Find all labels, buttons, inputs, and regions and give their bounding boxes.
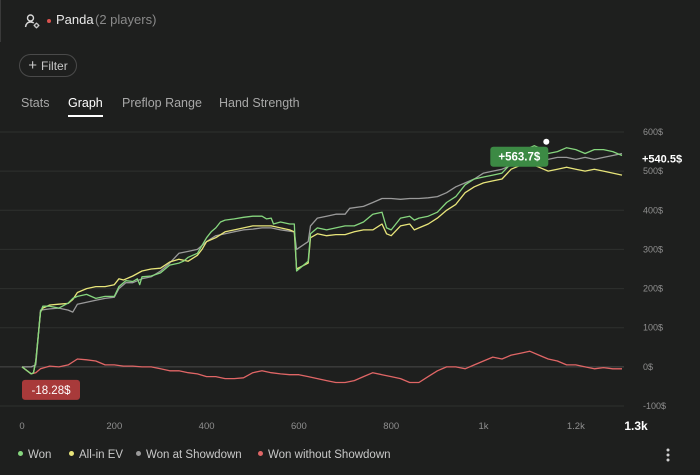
header-bar: Panda (2 players): [0, 0, 700, 44]
plus-icon: +: [28, 56, 38, 74]
badge-background: [490, 146, 549, 167]
legend-dot-won-showdown: [136, 451, 141, 456]
x-tick-label: 0: [19, 421, 24, 432]
status-dot: [47, 19, 51, 23]
x-end-label: 1.3k: [624, 419, 648, 433]
end-value-label: +540.5$: [642, 153, 682, 165]
tab-hand-strength[interactable]: Hand Strength: [219, 96, 300, 110]
x-tick-label: 800: [383, 421, 399, 432]
filter-label: Filter: [41, 58, 68, 73]
legend-dot-won-without-showdown: [258, 451, 263, 456]
y-tick-label: 500$: [643, 166, 663, 176]
series-line-all-in-ev: [21, 162, 623, 375]
y-tick-label: 600$: [643, 127, 663, 137]
peak-marker: [543, 138, 550, 145]
tab-preflop-range[interactable]: Preflop Range: [122, 96, 202, 110]
legend-dot-allin-ev: [69, 451, 74, 456]
y-tick-label: -100$: [643, 401, 666, 411]
player-count: (2 players): [95, 12, 157, 27]
y-tick-label: 100$: [643, 323, 663, 333]
three-dots-vertical-icon[interactable]: [660, 447, 676, 463]
legend-label-allin-ev: All-in EV: [79, 449, 124, 461]
player-name[interactable]: Panda: [56, 12, 94, 27]
x-tick-label: 200: [106, 421, 122, 432]
legend-dot-won: [18, 451, 23, 456]
series-line-won: [21, 145, 623, 375]
y-tick-label: 200$: [643, 284, 663, 294]
min-value-badge: -18.28$: [22, 379, 80, 400]
tab-graph[interactable]: Graph: [68, 96, 103, 117]
badge-label: +563.7$: [498, 152, 540, 164]
series-line-won-at-showdown: [22, 152, 623, 368]
tab-stats[interactable]: Stats: [21, 96, 50, 110]
profit-graph[interactable]: 600$ 500$ 400$ 300$ 200$ 100$ 0$ -100$ 0 200 400 60…: [0, 120, 700, 440]
user-settings-icon[interactable]: [24, 13, 40, 29]
left-divider: [0, 0, 1, 42]
legend-item-allin-ev[interactable]: All-in EV: [69, 449, 123, 461]
badge-label: -18.28$: [31, 385, 71, 397]
max-value-badge: +563.7$: [490, 146, 549, 167]
y-tick-label: 400$: [643, 205, 663, 215]
legend-item-won-showdown[interactable]: Won at Showdown: [136, 449, 242, 461]
series-line-won-without-showdown: [21, 350, 622, 384]
legend-item-won-without-showdown[interactable]: Won without Showdown: [258, 449, 391, 461]
legend-label-won: Won: [28, 449, 52, 461]
badge-background: [22, 379, 80, 400]
y-tick-label: 300$: [643, 244, 663, 254]
y-tick-label: 0$: [643, 362, 653, 372]
legend-label-won-without-showdown: Won without Showdown: [268, 449, 391, 461]
x-tick-label: 400: [199, 421, 215, 432]
x-tick-label: 600: [291, 421, 307, 432]
filter-button[interactable]: + Filter: [19, 54, 77, 77]
legend-item-won[interactable]: Won: [18, 449, 51, 461]
x-tick-label: 1.2k: [567, 421, 585, 432]
legend-label-won-showdown: Won at Showdown: [146, 449, 242, 461]
x-tick-label: 1k: [479, 421, 489, 432]
